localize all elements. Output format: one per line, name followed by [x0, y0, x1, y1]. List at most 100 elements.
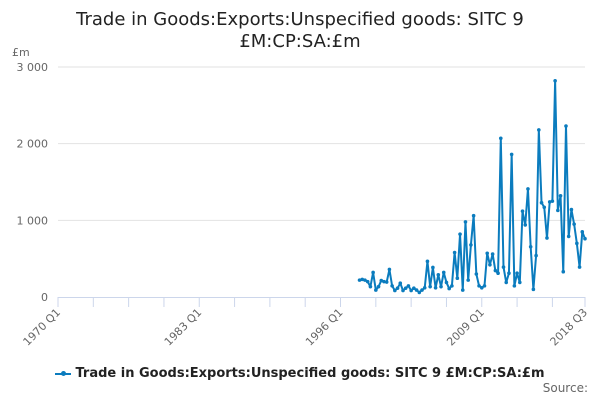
x-tick-label: 2009 Q1: [444, 306, 487, 349]
data-point: [371, 270, 375, 275]
data-point: [398, 281, 403, 286]
data-point: [477, 284, 481, 288]
data-point: [572, 222, 576, 226]
y-tick-label: 3 000: [17, 61, 49, 74]
data-point: [368, 284, 373, 289]
data-point: [482, 284, 487, 288]
x-tick-label: 1970 Q1: [21, 306, 64, 349]
data-point: [382, 279, 386, 284]
data-point: [498, 136, 503, 141]
data-point: [583, 236, 587, 241]
data-point: [409, 288, 413, 293]
data-point: [458, 232, 462, 236]
data-point: [488, 263, 492, 267]
data-point: [580, 230, 585, 234]
data-point: [528, 244, 533, 249]
data-point: [526, 187, 530, 191]
data-point: [469, 243, 473, 247]
data-point: [387, 267, 392, 272]
source-label: Source:: [542, 381, 588, 395]
data-point: [428, 284, 432, 289]
data-point: [542, 205, 547, 210]
data-point: [414, 288, 419, 292]
data-point: [376, 284, 381, 289]
data-point: [523, 223, 528, 227]
data-point: [577, 265, 582, 269]
data-point: [485, 251, 490, 256]
data-point: [537, 128, 541, 132]
legend-line-marker-icon: [55, 370, 72, 376]
data-point: [507, 271, 511, 276]
data-point: [422, 286, 427, 290]
data-point: [504, 280, 509, 285]
data-point: [569, 207, 574, 212]
data-point: [439, 284, 443, 289]
data-point: [512, 284, 517, 288]
data-point: [474, 272, 479, 276]
data-point: [501, 265, 506, 269]
data-point: [466, 278, 470, 282]
y-axis-label: £m: [12, 46, 30, 59]
data-point: [374, 288, 378, 292]
data-point: [452, 250, 457, 255]
data-point: [460, 288, 465, 292]
data-point: [545, 236, 549, 240]
data-point: [431, 265, 435, 270]
data-point: [479, 286, 484, 290]
x-tick-label: 1996 Q1: [303, 306, 346, 349]
data-point: [575, 241, 579, 246]
data-point: [420, 288, 424, 292]
data-point: [520, 209, 525, 213]
data-point: [447, 286, 451, 291]
data-point: [417, 290, 422, 295]
data-point: [357, 278, 362, 282]
data-point: [539, 200, 544, 205]
data-point: [360, 277, 365, 282]
data-point: [509, 152, 514, 157]
data-point: [401, 288, 405, 293]
y-tick-label: 0: [41, 291, 48, 304]
data-point: [455, 276, 460, 281]
data-point: [433, 286, 438, 290]
data-point: [384, 280, 389, 284]
data-point: [441, 270, 446, 275]
series-line: [359, 79, 586, 294]
data-point: [412, 286, 416, 290]
legend-label: Trade in Goods:Exports:Unspecified goods…: [75, 366, 545, 381]
data-point: [425, 259, 430, 264]
data-point: [406, 284, 411, 288]
chart-title-line2: £M:CP:SA:£m: [239, 31, 361, 52]
data-point: [553, 79, 557, 83]
data-point: [393, 288, 397, 293]
data-point: [493, 268, 498, 273]
data-point: [531, 287, 536, 292]
data-point: [463, 220, 468, 224]
data-point: [450, 284, 454, 288]
data-point: [363, 278, 367, 282]
data-point: [566, 234, 571, 239]
data-point: [403, 286, 408, 290]
chart-title-line1: Trade in Goods:Exports:Unspecified goods…: [76, 9, 524, 30]
data-point: [365, 279, 370, 284]
data-point: [496, 271, 500, 276]
data-point: [547, 200, 552, 204]
x-tick-label: 2018 Q3: [548, 306, 591, 349]
data-point: [444, 280, 449, 285]
data-point: [518, 280, 522, 285]
data-point: [379, 278, 384, 283]
data-point: [550, 199, 555, 203]
data-point: [490, 252, 495, 256]
data-point: [564, 124, 568, 128]
data-point: [534, 253, 538, 258]
data-point: [471, 213, 476, 218]
data-point: [436, 272, 441, 277]
y-tick-label: 2 000: [17, 138, 49, 151]
y-tick-label: 1 000: [17, 214, 49, 227]
data-point: [556, 208, 560, 213]
legend-item[interactable]: Trade in Goods:Exports:Unspecified goods…: [0, 366, 600, 381]
data-point: [515, 271, 519, 276]
x-tick-label: 1983 Q1: [162, 306, 205, 349]
data-point: [390, 284, 394, 288]
data-point: [561, 269, 566, 274]
